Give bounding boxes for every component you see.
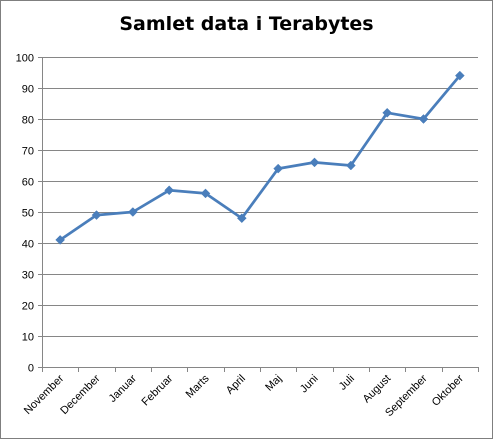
y-axis-tick-labels: 0 10 20 30 40 50 60 70 80 90 100	[16, 53, 34, 375]
data-point	[200, 188, 211, 199]
data-point	[55, 235, 66, 245]
data-point	[418, 114, 429, 124]
data-point	[454, 70, 465, 81]
data-point	[91, 210, 102, 220]
x-tick-label: August	[361, 373, 394, 406]
y-tick-label: 10	[22, 332, 34, 344]
x-tick-label: Juni	[298, 373, 321, 396]
y-tick-label: 100	[16, 53, 34, 65]
y-tick-label: 20	[22, 301, 34, 313]
x-tick-label: Februar	[140, 372, 176, 408]
gridlines	[42, 57, 478, 337]
y-tick-label: 0	[28, 363, 34, 375]
data-point	[236, 213, 247, 224]
x-tick-label: April	[224, 373, 248, 397]
y-tick-label: 50	[22, 208, 34, 220]
data-point	[382, 107, 393, 118]
y-tick-label: 60	[22, 177, 34, 189]
data-point	[164, 185, 175, 196]
x-tick-label: Januar	[107, 372, 140, 405]
data-point	[127, 207, 138, 217]
x-tick-label: Juli	[337, 373, 357, 393]
data-point	[309, 157, 320, 168]
data-point	[345, 160, 356, 171]
axes	[38, 57, 479, 372]
x-tick-label: Marts	[184, 372, 212, 400]
x-tick-label: Oktober	[430, 372, 466, 408]
y-tick-label: 30	[22, 270, 34, 282]
y-tick-label: 80	[22, 115, 34, 127]
x-tick-label: December	[58, 372, 103, 417]
y-tick-label: 70	[22, 146, 34, 158]
x-tick-label: Maj	[263, 373, 284, 394]
y-tick-label: 90	[22, 84, 34, 96]
series-layer	[55, 70, 465, 245]
y-tick-label: 40	[22, 239, 34, 251]
series-line	[58, 74, 462, 242]
chart-title: Samlet data i Terabytes	[119, 13, 374, 35]
data-point	[273, 163, 284, 174]
